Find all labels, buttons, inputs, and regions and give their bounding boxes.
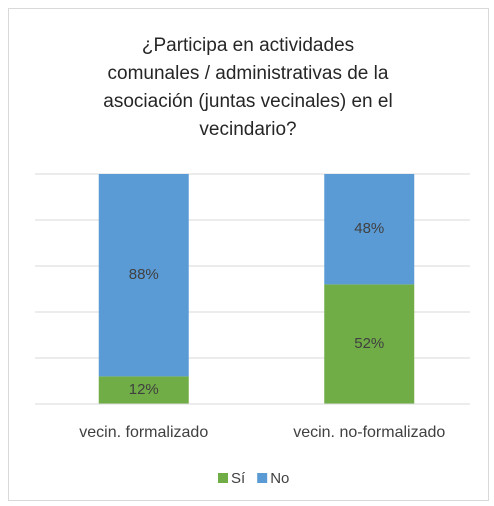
- legend-label: No: [270, 470, 289, 487]
- data-label: 52%: [354, 335, 384, 352]
- x-tick-label: vecin. formalizado: [79, 424, 208, 441]
- bar-segment: [324, 284, 415, 404]
- bar-segment: [324, 174, 415, 285]
- data-label: 48%: [354, 220, 384, 237]
- chart-title: asociación (juntas vecinales) en el: [103, 91, 392, 112]
- chart-title: vecindario?: [199, 119, 296, 140]
- bar-segment: [98, 376, 189, 404]
- chart-title: ¿Participa en actividades: [142, 35, 354, 56]
- chart-title: comunales / administrativas de la: [108, 63, 389, 84]
- legend-swatch: [218, 473, 228, 483]
- data-label: 88%: [129, 266, 159, 283]
- legend-swatch: [257, 473, 268, 483]
- data-label: 12%: [129, 381, 159, 398]
- legend-label: Sí: [231, 470, 246, 487]
- bar-segment: [98, 174, 189, 377]
- x-tick-label: vecin. no-formalizado: [293, 424, 445, 441]
